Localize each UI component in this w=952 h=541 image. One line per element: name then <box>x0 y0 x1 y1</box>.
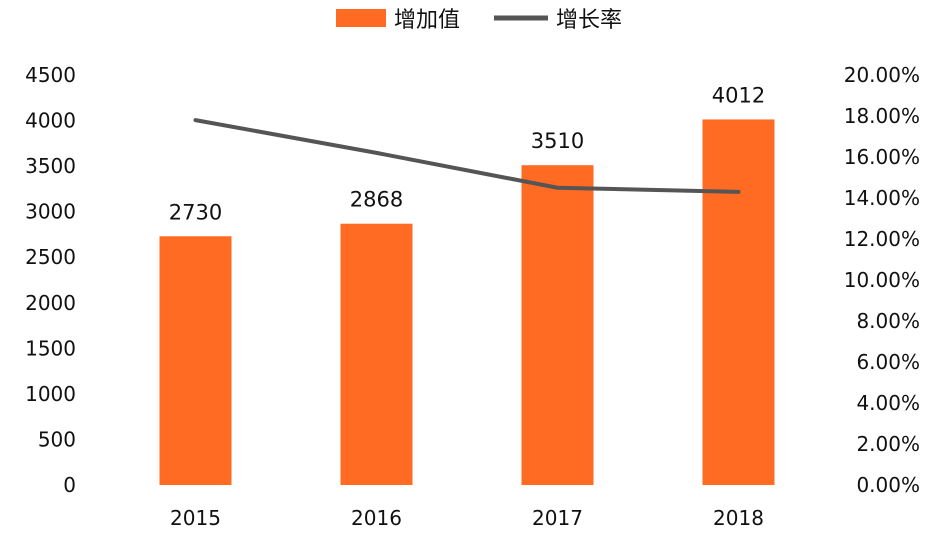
left-tick-label: 1500 <box>25 336 76 360</box>
bar-data-label: 3510 <box>531 129 584 153</box>
left-tick-label: 3500 <box>25 154 76 178</box>
bar <box>521 165 594 485</box>
right-tick-label: 16.00% <box>844 145 920 169</box>
right-tick-label: 12.00% <box>844 227 920 251</box>
bar-data-labels: 2730 2868 3510 4012 <box>169 83 765 224</box>
right-tick-label: 10.00% <box>844 268 920 292</box>
right-tick-label: 14.00% <box>844 186 920 210</box>
right-tick-label: 2.00% <box>856 432 920 456</box>
left-tick-label: 4000 <box>25 109 76 133</box>
x-tick-label: 2015 <box>170 506 221 530</box>
right-tick-label: 20.00% <box>844 63 920 87</box>
left-tick-label: 3000 <box>25 200 76 224</box>
left-tick-label: 2000 <box>25 291 76 315</box>
bar <box>159 236 232 485</box>
growth-line-layer <box>193 118 741 194</box>
bar <box>340 223 413 485</box>
left-tick-label: 1000 <box>25 382 76 406</box>
right-tick-label: 4.00% <box>856 391 920 415</box>
right-tick-label: 18.00% <box>844 104 920 128</box>
right-tick-label: 8.00% <box>856 309 920 333</box>
right-axis-ticks: 0.00% 2.00% 4.00% 6.00% 8.00% 10.00% 12.00% 14.… <box>844 63 920 497</box>
bar-data-label: 2730 <box>169 200 222 224</box>
x-tick-label: 2016 <box>351 506 402 530</box>
bar-data-label: 2868 <box>350 188 403 212</box>
x-axis-ticks: 2015 2016 2017 2018 <box>170 506 764 530</box>
x-tick-label: 2017 <box>532 506 583 530</box>
left-axis-ticks: 0 500 1000 1500 2000 2500 3000 3500 4000 4500 <box>25 63 76 497</box>
growth-rate-line <box>193 118 741 194</box>
x-tick-label: 2018 <box>713 506 764 530</box>
legend-swatch-bar <box>336 9 386 27</box>
left-tick-label: 0 <box>63 473 76 497</box>
legend: 增加值 增长率 <box>336 8 622 33</box>
right-tick-label: 0.00% <box>856 473 920 497</box>
bar-data-label: 4012 <box>712 83 765 107</box>
legend-label-bar: 增加值 <box>394 8 460 33</box>
legend-label-line: 增长率 <box>556 8 622 33</box>
right-tick-label: 6.00% <box>856 350 920 374</box>
bar <box>702 119 775 485</box>
left-tick-label: 4500 <box>25 63 76 87</box>
left-tick-label: 2500 <box>25 245 76 269</box>
left-tick-label: 500 <box>38 427 76 451</box>
bars <box>159 119 775 485</box>
